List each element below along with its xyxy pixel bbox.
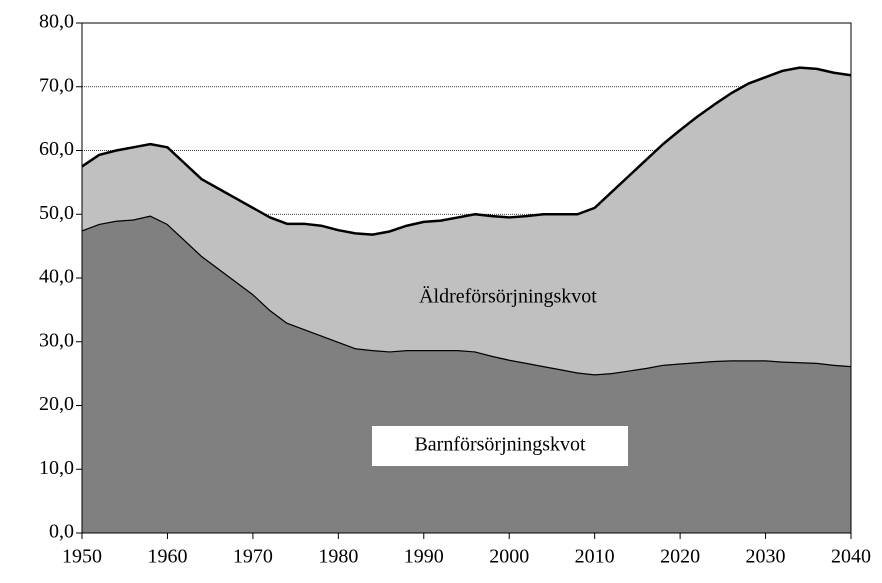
- y-tick-label: 80,0: [39, 11, 74, 33]
- series-label: Äldreförsörjningskvot: [419, 285, 597, 308]
- x-tick-label: 1960: [147, 546, 187, 568]
- y-tick-label: 60,0: [39, 138, 74, 160]
- series-label: Barnförsörjningskvot: [414, 434, 586, 456]
- area-outline: [81, 66, 852, 236]
- x-tick-label: 1980: [318, 546, 358, 568]
- y-tick-label: 10,0: [39, 457, 74, 479]
- y-tick-label: 20,0: [39, 393, 74, 415]
- area: [82, 67, 851, 375]
- plot-border: [81, 22, 852, 534]
- x-tick-label: 1950: [62, 546, 102, 568]
- y-tick-label: 40,0: [39, 266, 74, 288]
- y-tick-label: 70,0: [39, 74, 74, 96]
- x-tick-label: 1990: [404, 546, 444, 568]
- x-tick-label: 2010: [575, 546, 615, 568]
- area: [82, 215, 851, 533]
- y-tick-label: 30,0: [39, 329, 74, 351]
- x-tick-label: 2000: [489, 546, 529, 568]
- x-tick-label: 2020: [660, 546, 700, 568]
- label-box: [372, 426, 628, 466]
- x-tick-label: 1970: [233, 546, 273, 568]
- x-tick-label: 2040: [831, 546, 871, 568]
- x-tick-label: 2030: [746, 546, 786, 568]
- y-tick-label: 0,0: [49, 521, 74, 543]
- y-tick-label: 50,0: [39, 202, 74, 224]
